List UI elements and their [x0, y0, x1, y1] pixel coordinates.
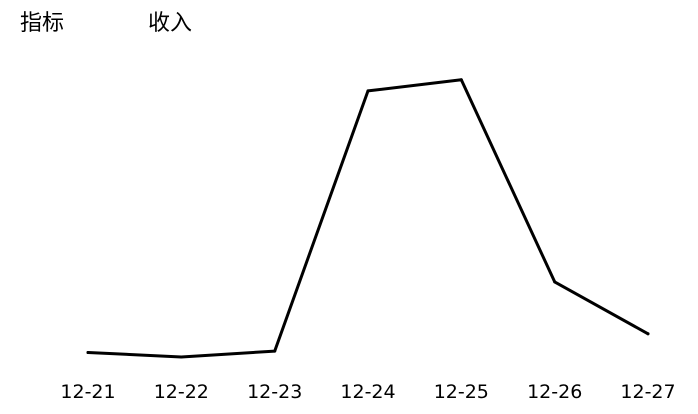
data-point-12-27	[646, 332, 650, 336]
x-tick-label: 12-26	[527, 381, 582, 403]
data-point-12-22	[179, 355, 183, 359]
x-tick-label: 12-27	[620, 381, 675, 403]
x-tick-label: 12-22	[154, 381, 209, 403]
x-tick-label: 12-21	[60, 381, 115, 403]
data-point-12-26	[553, 280, 557, 284]
x-tick-label: 12-25	[434, 381, 489, 403]
data-point-12-21	[86, 351, 90, 354]
metric-value: 收入	[148, 11, 193, 36]
series-layer	[86, 78, 650, 359]
data-point-12-25	[459, 78, 463, 82]
series-line	[86, 78, 650, 359]
x-tick-label: 12-24	[340, 381, 395, 403]
metric-label: 指标	[20, 11, 65, 36]
x-axis-ticks: 12-21 12-22 12-23 12-24 12-25 12-26 12-27	[60, 381, 675, 403]
x-tick-label: 12-23	[247, 381, 302, 403]
data-point-12-23	[273, 349, 277, 353]
data-point-12-24	[366, 89, 370, 93]
